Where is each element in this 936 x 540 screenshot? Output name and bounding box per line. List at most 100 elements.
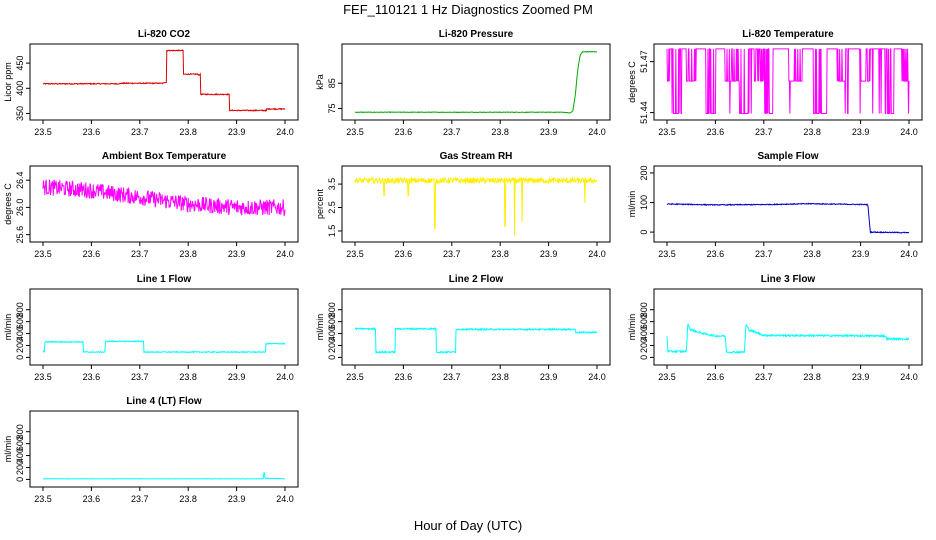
y-tick-label: 3.5 bbox=[327, 178, 337, 191]
x-tick-label: 23.9 bbox=[228, 249, 246, 259]
x-tick-label: 23.9 bbox=[852, 127, 870, 137]
figure-x-axis-label: Hour of Day (UTC) bbox=[413, 518, 523, 533]
panel-title: Li-820 Pressure bbox=[439, 29, 514, 40]
x-tick-label: 24.0 bbox=[276, 372, 294, 382]
x-tick-label: 23.5 bbox=[658, 127, 676, 137]
plot-frame bbox=[653, 43, 923, 121]
panel-title: Line 3 Flow bbox=[761, 274, 816, 285]
y-tick-label: 75 bbox=[327, 103, 337, 113]
series-line bbox=[42, 49, 286, 112]
x-tick-label: 23.7 bbox=[131, 127, 149, 137]
y-tick-label: 400 bbox=[15, 81, 25, 96]
panel-ambient-box-temperature: Ambient Box Temperature 23.5 23.6 23.7 23.8 2… bbox=[3, 151, 299, 259]
plot-frame bbox=[29, 43, 299, 121]
x-tick-label: 23.5 bbox=[346, 249, 364, 259]
x-tick-label: 23.6 bbox=[395, 127, 413, 137]
y-tick-label: 400 bbox=[15, 448, 25, 463]
y-tick-label: 350 bbox=[15, 106, 25, 121]
y-tick-label: 600 bbox=[15, 314, 25, 329]
x-tick-label: 23.7 bbox=[443, 372, 461, 382]
x-tick-label: 23.6 bbox=[83, 127, 101, 137]
x-tick-label: 23.6 bbox=[707, 372, 725, 382]
y-tick-label: 85 bbox=[327, 78, 337, 88]
y-axis-label: ml/min bbox=[627, 191, 637, 218]
series-line bbox=[42, 472, 286, 480]
y-tick-label: 25.6 bbox=[15, 226, 25, 244]
y-tick-label: 800 bbox=[15, 424, 25, 439]
panel-title: Gas Stream RH bbox=[440, 151, 513, 162]
y-tick-label: 0 bbox=[327, 355, 337, 360]
x-tick-label: 24.0 bbox=[900, 127, 918, 137]
x-tick-label: 23.9 bbox=[852, 372, 870, 382]
x-tick-label: 23.7 bbox=[443, 249, 461, 259]
x-tick-label: 23.8 bbox=[491, 127, 509, 137]
x-tick-label: 23.5 bbox=[658, 249, 676, 259]
y-tick-label: 1.5 bbox=[327, 225, 337, 238]
y-tick-label: 800 bbox=[639, 302, 649, 317]
x-tick-label: 24.0 bbox=[900, 249, 918, 259]
x-tick-label: 23.6 bbox=[395, 249, 413, 259]
y-axis-label: ml/min bbox=[3, 314, 13, 341]
x-tick-label: 23.9 bbox=[540, 372, 558, 382]
y-axis-label: degrees C bbox=[627, 61, 637, 103]
y-tick-label: 100 bbox=[639, 195, 649, 210]
y-tick-label: 400 bbox=[327, 326, 337, 341]
x-tick-label: 23.8 bbox=[491, 372, 509, 382]
panel-title: Line 4 (LT) Flow bbox=[126, 396, 202, 407]
y-tick-label: 800 bbox=[327, 302, 337, 317]
y-tick-label: 26.4 bbox=[15, 171, 25, 189]
plot-frame bbox=[341, 165, 611, 243]
y-tick-label: 2.5 bbox=[327, 201, 337, 214]
x-tick-label: 24.0 bbox=[276, 494, 294, 504]
panel-title: Line 1 Flow bbox=[137, 274, 192, 285]
x-tick-label: 23.7 bbox=[755, 372, 773, 382]
x-tick-label: 23.7 bbox=[131, 494, 149, 504]
x-tick-label: 23.9 bbox=[852, 249, 870, 259]
y-axis-label: ml/min bbox=[315, 314, 325, 341]
panel-li-820-temperature: Li-820 Temperature 23.5 23.6 23.7 23.8 23.9 24… bbox=[627, 29, 923, 137]
panel-li-820-co2: Li-820 CO2 23.5 23.6 23.7 23.8 23.9 24.0 350 400… bbox=[3, 29, 299, 137]
panel-title: Line 2 Flow bbox=[449, 274, 504, 285]
series-line bbox=[666, 48, 910, 114]
y-tick-label: 0 bbox=[15, 355, 25, 360]
panel-line-3-flow: Line 3 Flow 23.5 23.6 23.7 23.8 23.9 24.0 0 2004… bbox=[627, 274, 923, 382]
x-tick-label: 23.8 bbox=[179, 249, 197, 259]
x-tick-label: 23.7 bbox=[443, 127, 461, 137]
y-tick-label: 200 bbox=[639, 165, 649, 180]
x-tick-label: 23.5 bbox=[34, 372, 52, 382]
plot-frame bbox=[341, 43, 611, 121]
panel-sample-flow: Sample Flow 23.5 23.6 23.7 23.8 23.9 24.0 0 100 2… bbox=[627, 151, 923, 259]
y-tick-label: 400 bbox=[15, 326, 25, 341]
y-tick-label: 51.47 bbox=[639, 50, 649, 73]
x-tick-label: 23.9 bbox=[228, 494, 246, 504]
y-tick-label: 0 bbox=[639, 230, 649, 235]
x-tick-label: 23.6 bbox=[83, 494, 101, 504]
y-tick-label: 600 bbox=[327, 314, 337, 329]
series-line bbox=[42, 340, 286, 354]
y-tick-label: 26.0 bbox=[15, 199, 25, 217]
y-tick-label: 800 bbox=[15, 302, 25, 317]
x-tick-label: 23.7 bbox=[131, 249, 149, 259]
panel-line-2-flow: Line 2 Flow 23.5 23.6 23.7 23.8 23.9 24.0 0 2004… bbox=[315, 274, 611, 382]
x-tick-label: 23.8 bbox=[803, 249, 821, 259]
y-tick-label: 400 bbox=[639, 326, 649, 341]
y-axis-label: percent bbox=[315, 188, 325, 219]
x-tick-label: 23.7 bbox=[755, 249, 773, 259]
x-tick-label: 23.8 bbox=[179, 494, 197, 504]
x-tick-label: 23.6 bbox=[83, 372, 101, 382]
y-tick-label: 600 bbox=[15, 436, 25, 451]
plot-frame bbox=[653, 165, 923, 243]
panel-title: Li-820 CO2 bbox=[138, 29, 191, 40]
x-tick-label: 23.5 bbox=[34, 249, 52, 259]
x-tick-label: 23.5 bbox=[346, 372, 364, 382]
x-tick-label: 23.6 bbox=[707, 249, 725, 259]
plot-frame bbox=[29, 165, 299, 243]
x-tick-label: 24.0 bbox=[588, 372, 606, 382]
plot-frame bbox=[653, 288, 923, 366]
plot-frame bbox=[29, 288, 299, 366]
series-line bbox=[42, 179, 286, 217]
x-tick-label: 23.9 bbox=[228, 372, 246, 382]
y-tick-label: 51.44 bbox=[639, 101, 649, 124]
x-tick-label: 24.0 bbox=[588, 127, 606, 137]
x-tick-label: 24.0 bbox=[900, 372, 918, 382]
